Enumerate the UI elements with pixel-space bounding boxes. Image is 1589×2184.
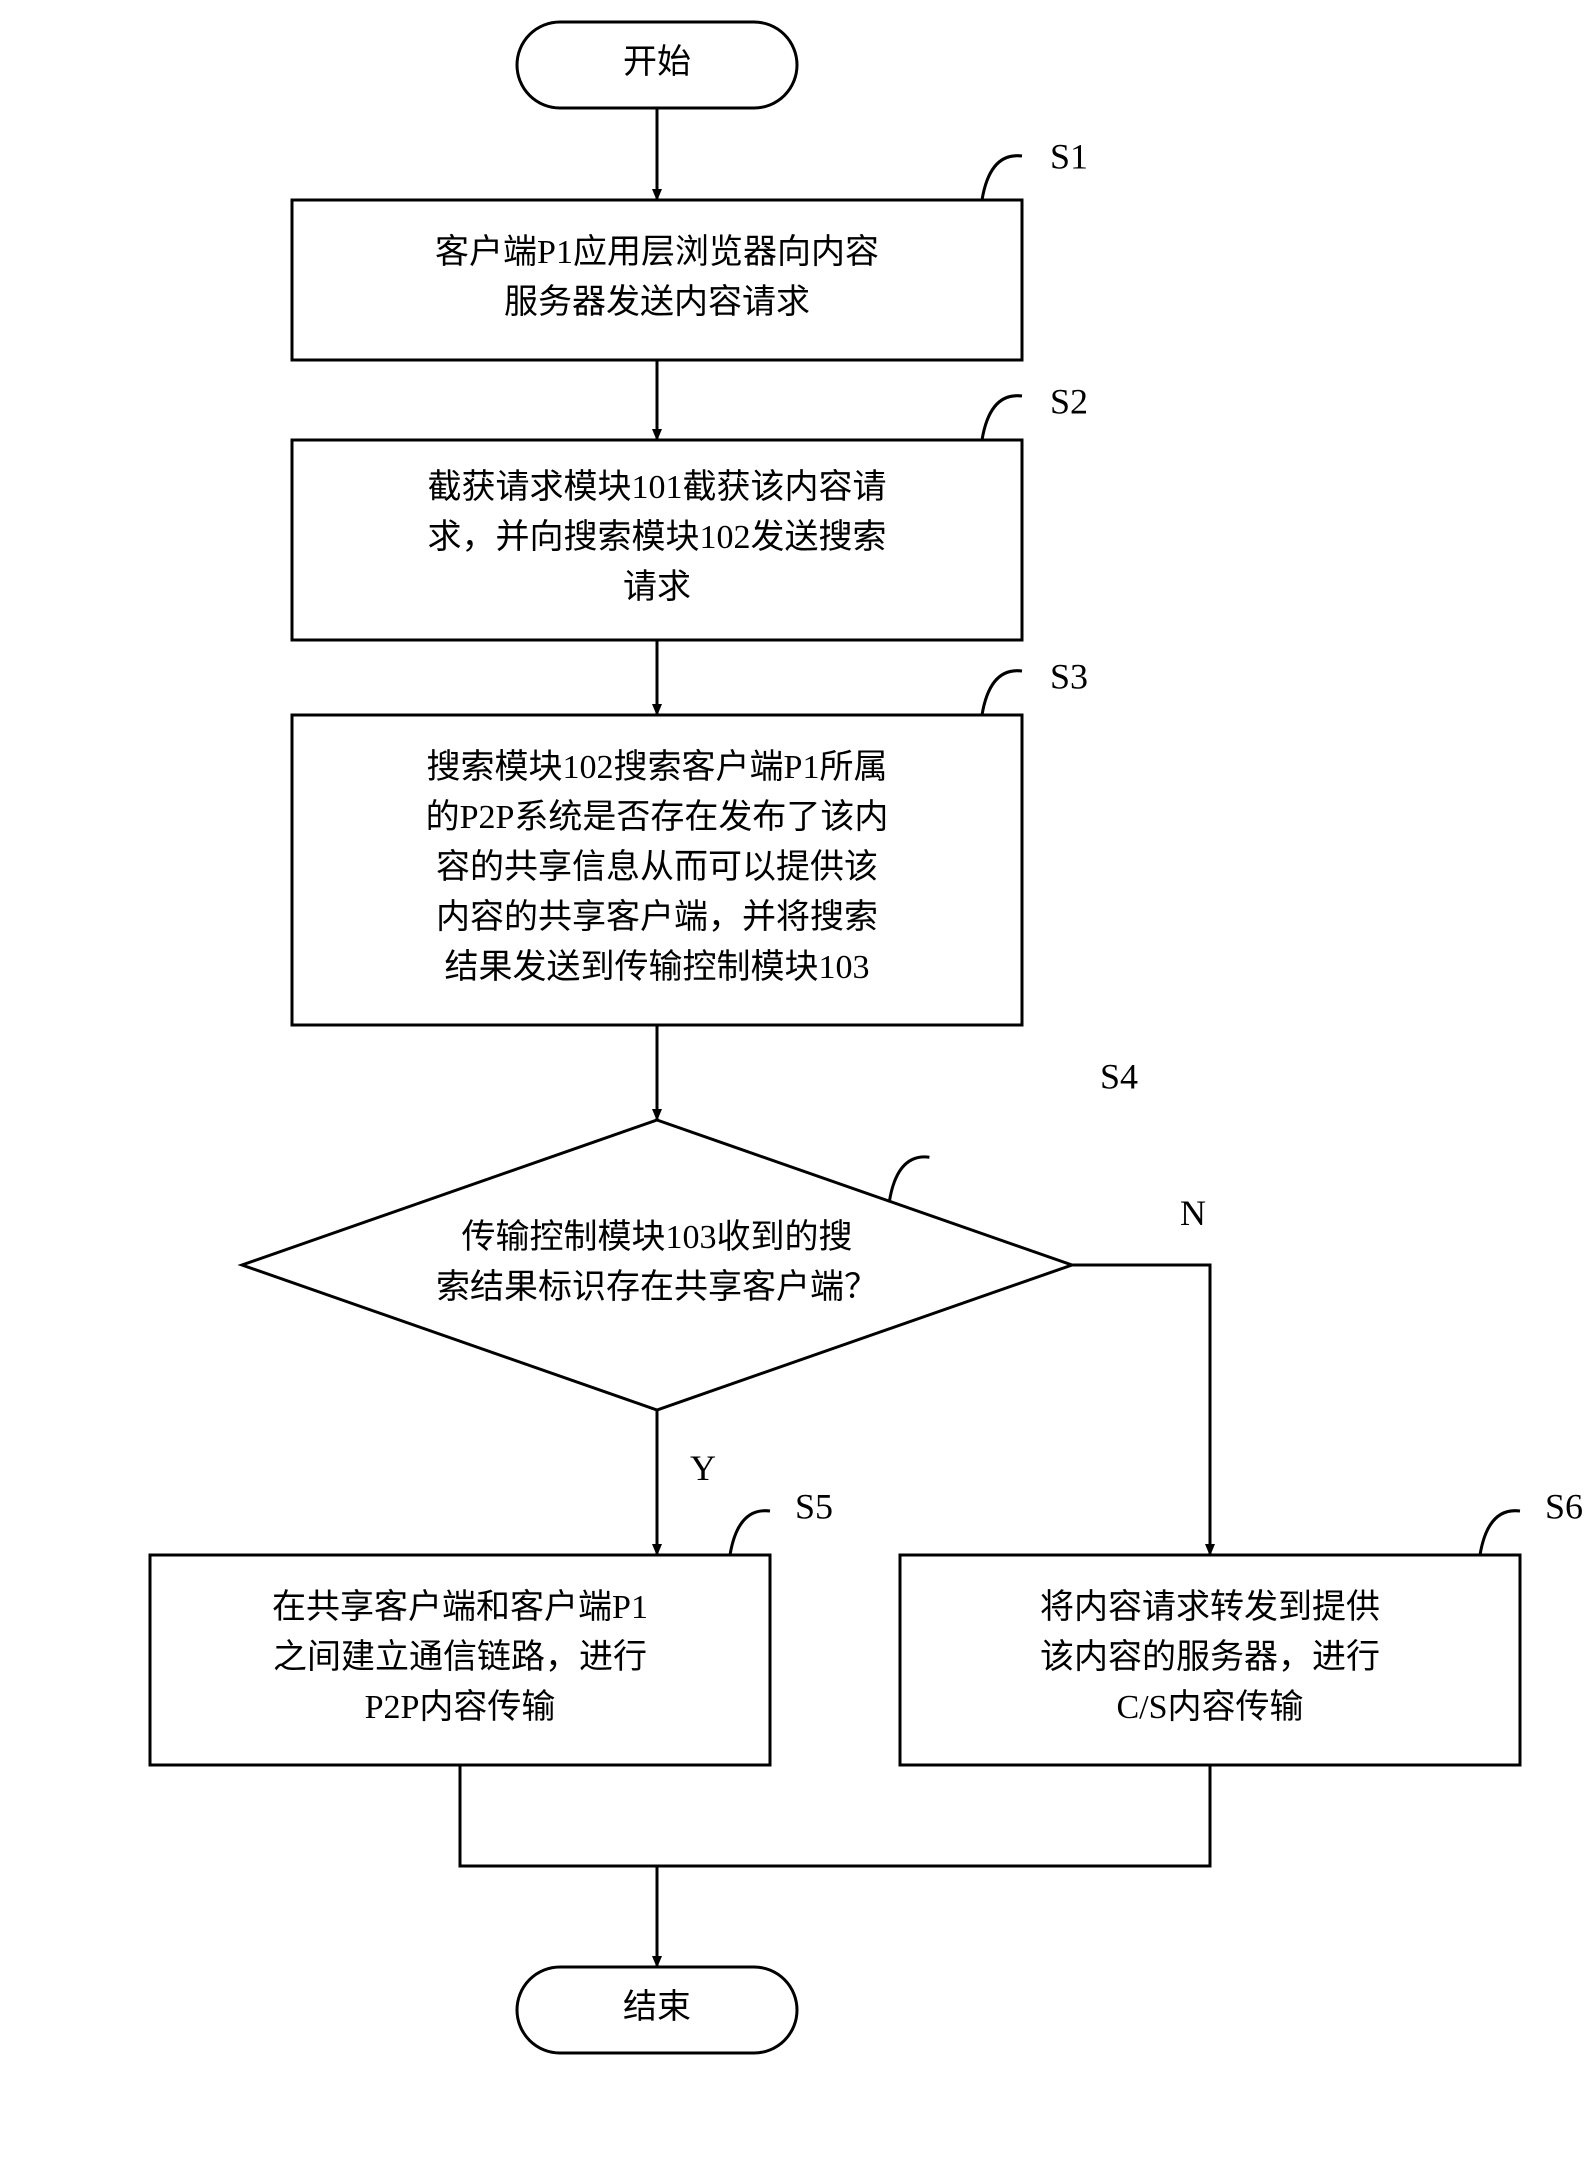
node-text: 客户端P1应用层浏览器向内容	[435, 233, 879, 271]
node-text: 的P2P系统是否存在发布了该内	[426, 798, 889, 836]
node-text: 在共享客户端和客户端P1	[272, 1588, 648, 1626]
step-hook	[982, 156, 1022, 200]
node-text: 将内容请求转发到提供	[1040, 1588, 1380, 1626]
node-text: 内容的共享客户端，并将搜索	[436, 898, 878, 936]
node-text: 求，并向搜索模块102发送搜索	[428, 518, 887, 556]
node-text: 搜索模块102搜索客户端P1所属	[427, 748, 888, 786]
edge-label: N	[1180, 1193, 1206, 1233]
node-text: 开始	[623, 43, 691, 81]
step-hook	[730, 1511, 770, 1555]
edge	[460, 1765, 657, 1967]
step-label: S4	[1100, 1056, 1138, 1096]
node-s5: 在共享客户端和客户端P1 之间建立通信链路，进行 P2P内容传输	[150, 1555, 770, 1765]
node-text: 该内容的服务器，进行	[1040, 1638, 1380, 1676]
node-text: 截获请求模块101截获该内容请	[428, 468, 887, 506]
step-label: S5	[795, 1486, 833, 1526]
step-hook	[1480, 1511, 1520, 1555]
node-end: 结束	[517, 1967, 797, 2053]
edge	[1072, 1265, 1210, 1555]
step-hook	[982, 671, 1022, 715]
node-text: 请求	[623, 569, 691, 606]
node-s6: 将内容请求转发到提供该内容的服务器，进行 C/S内容传输	[900, 1555, 1520, 1765]
step-label: S3	[1050, 656, 1088, 696]
node-text: P2P内容传输	[365, 1688, 556, 1726]
step-hook	[889, 1157, 929, 1201]
node-start: 开始	[517, 22, 797, 108]
step-label: S6	[1545, 1486, 1583, 1526]
edge-label: Y	[690, 1448, 716, 1488]
node-text: 传输控制模块103收到的搜	[462, 1218, 853, 1256]
node-text: 结果发送到传输控制模块103	[445, 948, 870, 986]
node-text: 之间建立通信链路，进行	[273, 1638, 647, 1676]
node-s3: 搜索模块102搜索客户端P1所属的P2P系统是否存在发布了该内容的共享信息从而可…	[292, 715, 1022, 1025]
edge	[657, 1765, 1210, 1866]
node-s4: 传输控制模块103收到的搜索结果标识存在共享客户端？	[242, 1120, 1072, 1410]
node-text: 索结果标识存在共享客户端？	[436, 1268, 878, 1306]
step-label: S2	[1050, 381, 1088, 421]
step-hook	[982, 396, 1022, 440]
node-text: C/S内容传输	[1116, 1688, 1303, 1726]
node-text: 容的共享信息从而可以提供该	[436, 848, 878, 886]
node-s1: 客户端P1应用层浏览器向内容服务器发送内容请求	[292, 200, 1022, 360]
node-text: 结束	[623, 1988, 691, 2026]
node-text: 服务器发送内容请求	[504, 283, 810, 321]
node-s2: 截获请求模块101截获该内容请求，并向搜索模块102发送搜索请求	[292, 440, 1022, 640]
step-label: S1	[1050, 136, 1088, 176]
